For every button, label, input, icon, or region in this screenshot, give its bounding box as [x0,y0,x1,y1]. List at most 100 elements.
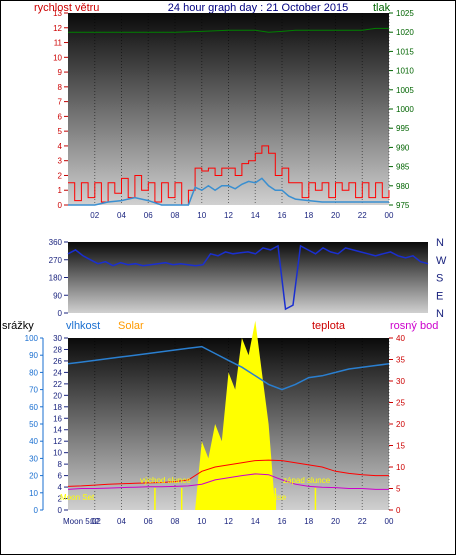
humidity-tick-label: 28 [53,345,62,354]
pressure-series [68,27,389,33]
rain-tick-label: 60 [29,403,38,412]
x-tick-label: 08 [171,517,180,526]
y-right-tick-label: 10 [396,463,405,472]
temperature-legend: teplota [312,320,346,332]
y-right-tick-label: 40 [396,334,405,343]
humidity-tick-label: 8 [58,460,63,469]
x-tick-label: 16 [278,211,287,220]
direction-label: N [436,308,444,320]
x-tick-label: 14 [251,211,260,220]
y-right-tick-label: 985 [396,163,410,172]
humidity-tick-label: 24 [53,368,62,377]
x-tick-label: 12 [224,517,233,526]
x-tick-label: 18 [304,211,313,220]
x-tick-label: 10 [197,211,206,220]
y-right-tick-label: 35 [396,356,405,365]
y-right-tick-label: 980 [396,182,410,191]
y-left-tick-label: 11 [54,39,63,48]
y-left-tick-label: 6 [58,112,63,121]
y-right-tick-label: 25 [396,399,405,408]
y-left-tick-label: 2 [58,171,63,180]
pressure-label: tlak [373,2,391,14]
x-tick-label: 16 [278,517,287,526]
direction-label: N [436,237,444,249]
rain-label: srážky [2,320,34,332]
y-left-tick-label: 0 [58,201,63,210]
humidity-tick-label: 16 [53,414,62,423]
x-tick-label: 02 [90,517,99,526]
solar-area [195,320,276,510]
y-left-tick-label: 1 [58,186,63,195]
x-tick-label: 10 [197,517,206,526]
x-tick-label: 02 [90,211,99,220]
rain-tick-label: 20 [29,472,38,481]
x-tick-label: 18 [304,517,313,526]
y-tick-label: 360 [49,238,63,247]
humidity-tick-label: 0 [58,506,63,515]
x-tick-label: 08 [171,211,180,220]
y-tick-label: 180 [49,274,63,283]
chart-title: 24 hour graph day : 21 October 2015 [168,2,348,14]
x-tick-label: 14 [251,517,260,526]
y-right-tick-label: 1015 [396,47,414,56]
x-tick-label: 06 [144,517,153,526]
x-tick-label: 20 [331,211,340,220]
y-right-tick-label: 15 [396,442,405,451]
temperature-series [67,459,389,487]
x-tick-label: 22 [358,211,367,220]
moon-rise-annotation: Moon Rise [248,493,287,502]
wind-gust-series [68,145,390,206]
y-left-tick-label: 3 [58,157,63,166]
humidity-tick-label: 4 [58,483,63,492]
y-right-tick-label: 30 [396,377,405,386]
y-right-tick-label: 5 [396,485,401,494]
direction-label: E [436,290,443,302]
y-right-tick-label: 1000 [396,105,414,114]
moon-set-annotation: Moon Set [60,493,95,502]
y-left-tick-label: 12 [53,24,62,33]
rain-tick-label: 10 [29,489,38,498]
y-left-tick-label: 8 [58,83,63,92]
direction-series [67,244,429,311]
dewpoint-series [67,473,389,490]
x-tick-label: 22 [358,517,367,526]
y-right-tick-label: 1010 [396,67,414,76]
y-tick-label: 270 [49,256,63,265]
direction-label: S [436,273,443,285]
y-right-tick-label: 1005 [396,86,414,95]
y-left-tick-label: 9 [58,68,63,77]
y-right-tick-label: 995 [396,124,410,133]
humidity-tick-label: 6 [58,472,63,481]
rain-tick-label: 90 [29,351,38,360]
dewpoint-legend: rosný bod [390,320,438,332]
y-right-tick-label: 975 [396,201,410,210]
rain-tick-label: 40 [29,437,38,446]
wind-speed-label: rychlost větru [34,2,99,14]
y-left-tick-label: 13 [53,9,62,18]
solar-legend: Solar [118,320,144,332]
rain-tick-label: 0 [34,506,39,515]
moon-row-label: Moon 5:02 [63,517,101,526]
y-tick-label: 0 [58,309,63,318]
humidity-tick-label: 2 [58,495,63,504]
humidity-series [67,345,390,391]
x-tick-label: 06 [144,211,153,220]
y-left-tick-label: 4 [58,142,63,151]
humidity-label: vlhkost [66,320,100,332]
x-tick-label: 00 [385,211,394,220]
x-tick-label: 12 [224,211,233,220]
rain-tick-label: 70 [29,386,38,395]
y-left-tick-label: 10 [53,53,62,62]
humidity-tick-label: 10 [53,449,62,458]
sunrise-annotation: východ slunce [140,476,191,485]
wind-pressure-panel: 0123456789101112139759809859909951000100… [53,9,414,220]
humidity-tick-label: 26 [53,357,62,366]
y-right-tick-label: 20 [396,420,405,429]
y-tick-label: 90 [53,291,62,300]
y-right-tick-label: 0 [396,506,401,515]
x-tick-label: 20 [331,517,340,526]
y-right-tick-label: 990 [396,143,410,152]
humidity-tick-label: 12 [53,437,62,446]
